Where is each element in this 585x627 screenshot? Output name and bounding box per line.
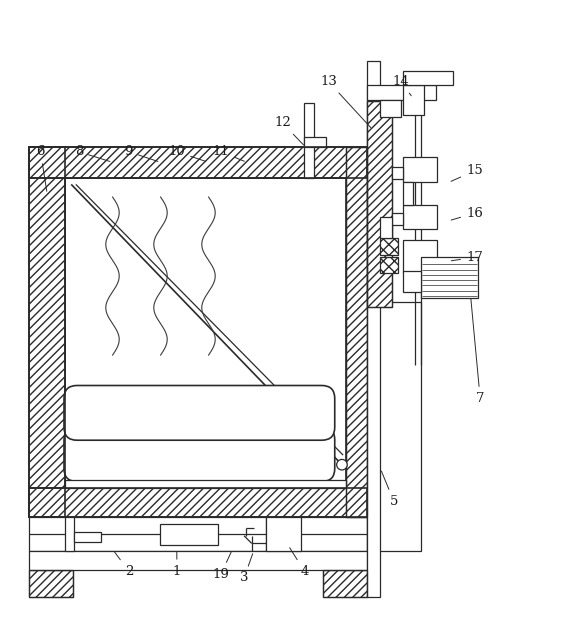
Bar [266,517,301,551]
Text: 16: 16 [451,207,483,220]
Bar [404,71,453,85]
Bar [29,147,66,517]
Bar [323,571,367,597]
Bar [404,206,437,228]
Bar [346,147,367,517]
Bar [421,257,479,298]
Bar [29,551,367,571]
Text: 10: 10 [168,145,206,161]
Bar [404,271,421,292]
FancyBboxPatch shape [64,427,335,482]
Text: 19: 19 [212,552,231,581]
Bar [29,571,73,597]
Text: 1: 1 [173,552,181,577]
Bar [404,157,437,182]
Bar [367,302,421,551]
Bar [380,100,401,117]
Text: 7: 7 [471,298,484,405]
Text: 12: 12 [274,117,304,145]
Bar [346,147,367,517]
Bar [392,167,404,179]
Bar [392,213,404,224]
Bar [160,524,218,545]
Text: 9: 9 [125,145,158,161]
Bar [29,488,367,517]
Text: 5: 5 [381,471,398,508]
Text: 11: 11 [212,145,245,161]
Bar [305,103,314,177]
Bar [404,182,413,206]
FancyBboxPatch shape [64,386,335,440]
Circle shape [336,460,347,470]
Bar [367,101,392,307]
Bar [380,217,392,238]
Text: 2: 2 [114,551,133,577]
Bar [66,517,74,551]
Text: 14: 14 [392,75,411,96]
Bar [29,147,367,177]
Bar [380,238,398,255]
Bar [404,240,437,273]
Text: 6: 6 [36,145,47,191]
Bar [29,488,367,517]
Bar [404,85,425,115]
Text: 15: 15 [451,164,483,181]
Text: 3: 3 [240,554,253,584]
Bar [305,137,326,147]
Bar [29,147,367,177]
Text: 17: 17 [451,251,483,264]
Text: 8: 8 [75,145,110,162]
Bar [29,147,66,517]
Bar [323,571,367,597]
Bar [74,532,101,542]
Bar [367,61,380,597]
Text: 4: 4 [290,548,309,577]
Bar [29,571,73,597]
Bar [367,85,436,100]
Bar [66,480,346,488]
Bar [66,177,346,488]
Bar [380,257,398,273]
Bar [29,517,367,551]
Bar [367,101,392,307]
Text: 13: 13 [320,75,371,128]
